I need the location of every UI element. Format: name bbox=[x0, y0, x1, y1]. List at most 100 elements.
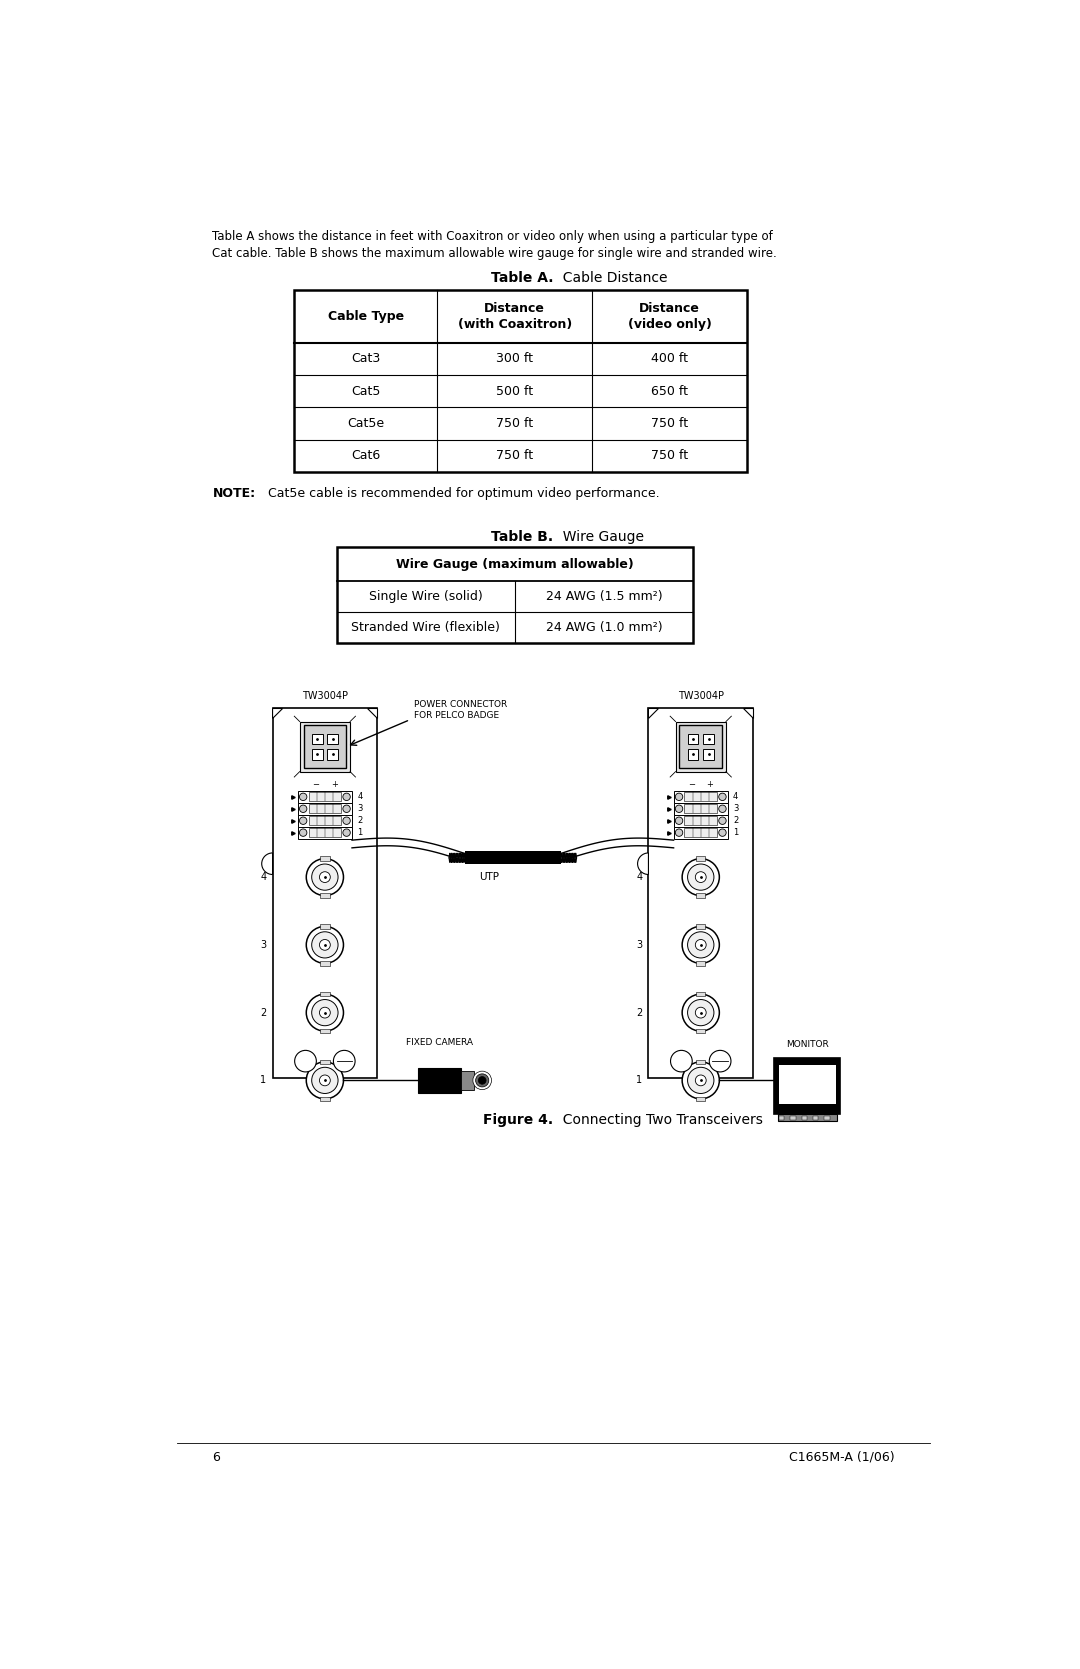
Text: Table A shows the distance in feet with Coaxitron or video only when using a par: Table A shows the distance in feet with … bbox=[213, 230, 773, 244]
Bar bbox=[697, 1097, 705, 1102]
Bar bbox=[779, 1065, 836, 1105]
Bar bbox=[674, 826, 728, 838]
Bar bbox=[774, 1058, 840, 1113]
Text: Stranded Wire (flexible): Stranded Wire (flexible) bbox=[351, 621, 500, 634]
Bar bbox=[685, 793, 717, 801]
Circle shape bbox=[307, 858, 343, 896]
Text: 400 ft: 400 ft bbox=[651, 352, 688, 366]
Text: Cat6: Cat6 bbox=[351, 449, 380, 462]
Text: MONITOR: MONITOR bbox=[786, 1040, 828, 1050]
Bar bbox=[674, 791, 728, 803]
Bar bbox=[685, 816, 717, 824]
Circle shape bbox=[342, 793, 350, 801]
Circle shape bbox=[307, 995, 343, 1031]
Text: 4: 4 bbox=[733, 793, 739, 801]
Circle shape bbox=[696, 940, 706, 950]
Bar bbox=[327, 733, 338, 744]
Circle shape bbox=[473, 1071, 491, 1090]
Circle shape bbox=[320, 1006, 330, 1018]
Circle shape bbox=[675, 793, 683, 801]
Circle shape bbox=[683, 1061, 719, 1098]
Circle shape bbox=[718, 829, 726, 836]
Text: 6: 6 bbox=[213, 1450, 220, 1464]
Bar bbox=[309, 828, 341, 838]
Bar bbox=[337, 547, 693, 643]
Circle shape bbox=[299, 818, 307, 824]
Text: Cat5: Cat5 bbox=[351, 386, 380, 397]
Text: 750 ft: 750 ft bbox=[651, 417, 688, 431]
Text: 500 ft: 500 ft bbox=[496, 386, 534, 397]
Bar bbox=[299, 721, 350, 771]
Bar bbox=[676, 721, 726, 771]
Bar bbox=[321, 991, 329, 996]
Circle shape bbox=[696, 1006, 706, 1018]
Text: UTP: UTP bbox=[480, 871, 500, 881]
Bar bbox=[321, 925, 329, 928]
Polygon shape bbox=[367, 708, 377, 718]
Text: Table A.: Table A. bbox=[491, 270, 554, 285]
Text: FIXED CAMERA: FIXED CAMERA bbox=[406, 1038, 473, 1046]
Bar bbox=[685, 828, 717, 838]
Text: 1: 1 bbox=[357, 828, 363, 838]
Circle shape bbox=[688, 1000, 714, 1026]
Text: Wire Gauge: Wire Gauge bbox=[554, 529, 644, 544]
Text: +: + bbox=[330, 779, 338, 789]
Text: 1: 1 bbox=[636, 1075, 643, 1085]
Bar bbox=[418, 1068, 460, 1093]
Bar bbox=[791, 1117, 796, 1120]
Circle shape bbox=[671, 1050, 692, 1071]
Text: −: − bbox=[312, 779, 319, 789]
Bar bbox=[697, 925, 705, 928]
Bar bbox=[309, 816, 341, 824]
Text: C1665M-A (1/06): C1665M-A (1/06) bbox=[788, 1450, 894, 1464]
Circle shape bbox=[718, 793, 726, 801]
Text: TW3004P: TW3004P bbox=[678, 691, 724, 701]
Text: Cable Distance: Cable Distance bbox=[554, 270, 667, 285]
Wedge shape bbox=[334, 1050, 355, 1071]
Circle shape bbox=[307, 1061, 343, 1098]
Text: Cat cable. Table B shows the maximum allowable wire gauge for single wire and st: Cat cable. Table B shows the maximum all… bbox=[213, 247, 778, 260]
Text: Cat5e cable is recommended for optimum video performance.: Cat5e cable is recommended for optimum v… bbox=[268, 487, 660, 501]
Circle shape bbox=[312, 1000, 338, 1026]
Bar bbox=[460, 1070, 474, 1090]
Bar bbox=[688, 749, 699, 759]
Bar bbox=[779, 1117, 784, 1120]
Circle shape bbox=[675, 804, 683, 813]
Text: Cat3: Cat3 bbox=[351, 352, 380, 366]
Bar bbox=[312, 749, 323, 759]
Circle shape bbox=[675, 818, 683, 824]
Bar bbox=[697, 893, 705, 898]
Bar bbox=[697, 991, 705, 996]
Text: TW3004P: TW3004P bbox=[302, 691, 348, 701]
Text: Wire Gauge (maximum allowable): Wire Gauge (maximum allowable) bbox=[396, 557, 634, 571]
Text: 3: 3 bbox=[636, 940, 643, 950]
Bar bbox=[312, 733, 323, 744]
Bar bbox=[272, 708, 377, 1078]
Polygon shape bbox=[272, 708, 283, 718]
Bar bbox=[464, 851, 561, 865]
Circle shape bbox=[718, 818, 726, 824]
Circle shape bbox=[718, 804, 726, 813]
Bar bbox=[321, 1028, 329, 1033]
Bar bbox=[703, 733, 714, 744]
Text: 750 ft: 750 ft bbox=[496, 417, 534, 431]
Bar bbox=[321, 1097, 329, 1102]
Circle shape bbox=[342, 804, 350, 813]
Text: Table B.: Table B. bbox=[491, 529, 554, 544]
Bar bbox=[824, 1117, 829, 1120]
Text: 1: 1 bbox=[260, 1075, 267, 1085]
Circle shape bbox=[320, 871, 330, 883]
Circle shape bbox=[299, 804, 307, 813]
Bar bbox=[688, 733, 699, 744]
Circle shape bbox=[320, 940, 330, 950]
Bar bbox=[327, 749, 338, 759]
Bar bbox=[298, 826, 352, 838]
Text: 300 ft: 300 ft bbox=[496, 352, 534, 366]
Circle shape bbox=[342, 829, 350, 836]
Bar bbox=[674, 803, 728, 814]
Circle shape bbox=[312, 931, 338, 958]
Circle shape bbox=[312, 865, 338, 890]
Circle shape bbox=[342, 818, 350, 824]
Text: 2: 2 bbox=[636, 1008, 643, 1018]
Wedge shape bbox=[261, 853, 272, 875]
